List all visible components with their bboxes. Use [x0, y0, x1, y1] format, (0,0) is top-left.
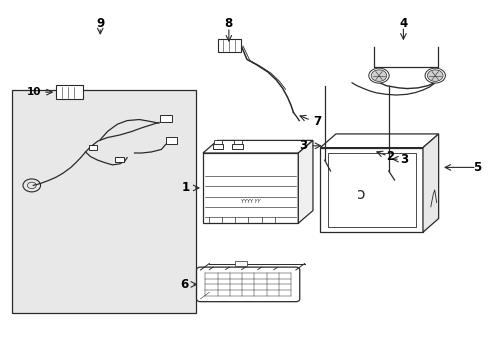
Polygon shape — [422, 134, 438, 232]
Circle shape — [368, 68, 388, 83]
Bar — [212, 144, 223, 149]
Bar — [115, 157, 124, 162]
Text: ↄ: ↄ — [356, 186, 365, 202]
Bar — [12, 90, 195, 313]
Text: YYYY YY: YYYY YY — [241, 199, 260, 204]
Text: 9: 9 — [96, 17, 104, 30]
Circle shape — [427, 70, 442, 81]
Bar — [165, 137, 176, 144]
Polygon shape — [320, 134, 438, 148]
FancyBboxPatch shape — [196, 267, 299, 302]
Bar — [160, 115, 172, 122]
Text: 2: 2 — [386, 150, 394, 163]
Text: 3: 3 — [399, 153, 407, 166]
Text: 8: 8 — [224, 17, 232, 30]
Bar — [320, 148, 422, 232]
Circle shape — [370, 70, 386, 81]
Text: 4: 4 — [399, 17, 407, 30]
Bar — [232, 144, 243, 149]
Text: 5: 5 — [472, 161, 480, 174]
Bar — [234, 261, 246, 266]
Bar — [233, 140, 241, 144]
Polygon shape — [298, 140, 312, 223]
Text: 10: 10 — [27, 87, 41, 97]
Text: 6: 6 — [180, 278, 188, 291]
Circle shape — [424, 68, 445, 83]
Bar — [214, 140, 222, 144]
Text: 3: 3 — [298, 139, 306, 152]
Text: 1: 1 — [181, 181, 189, 194]
Polygon shape — [203, 140, 312, 153]
Bar — [56, 85, 83, 99]
Bar — [203, 153, 298, 223]
Bar — [217, 39, 241, 52]
Bar — [327, 153, 415, 227]
Text: 7: 7 — [312, 115, 321, 128]
Bar — [88, 145, 97, 150]
